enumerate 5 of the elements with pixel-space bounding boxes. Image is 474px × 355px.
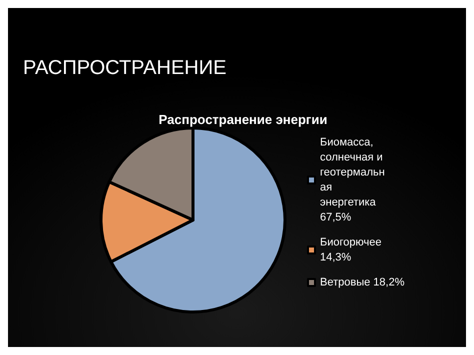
- chart-subtitle: Распространение энергии: [158, 112, 328, 127]
- chart-title: РАСПРОСТРАНЕНИЕ: [23, 57, 226, 79]
- legend-label: Биомасса, солнечная и геотермальная энергетика 67,5%: [320, 136, 386, 224]
- legend-label: Биогорючее 14,3%: [320, 236, 385, 264]
- legend-label: Ветровые 18,2%: [320, 276, 405, 288]
